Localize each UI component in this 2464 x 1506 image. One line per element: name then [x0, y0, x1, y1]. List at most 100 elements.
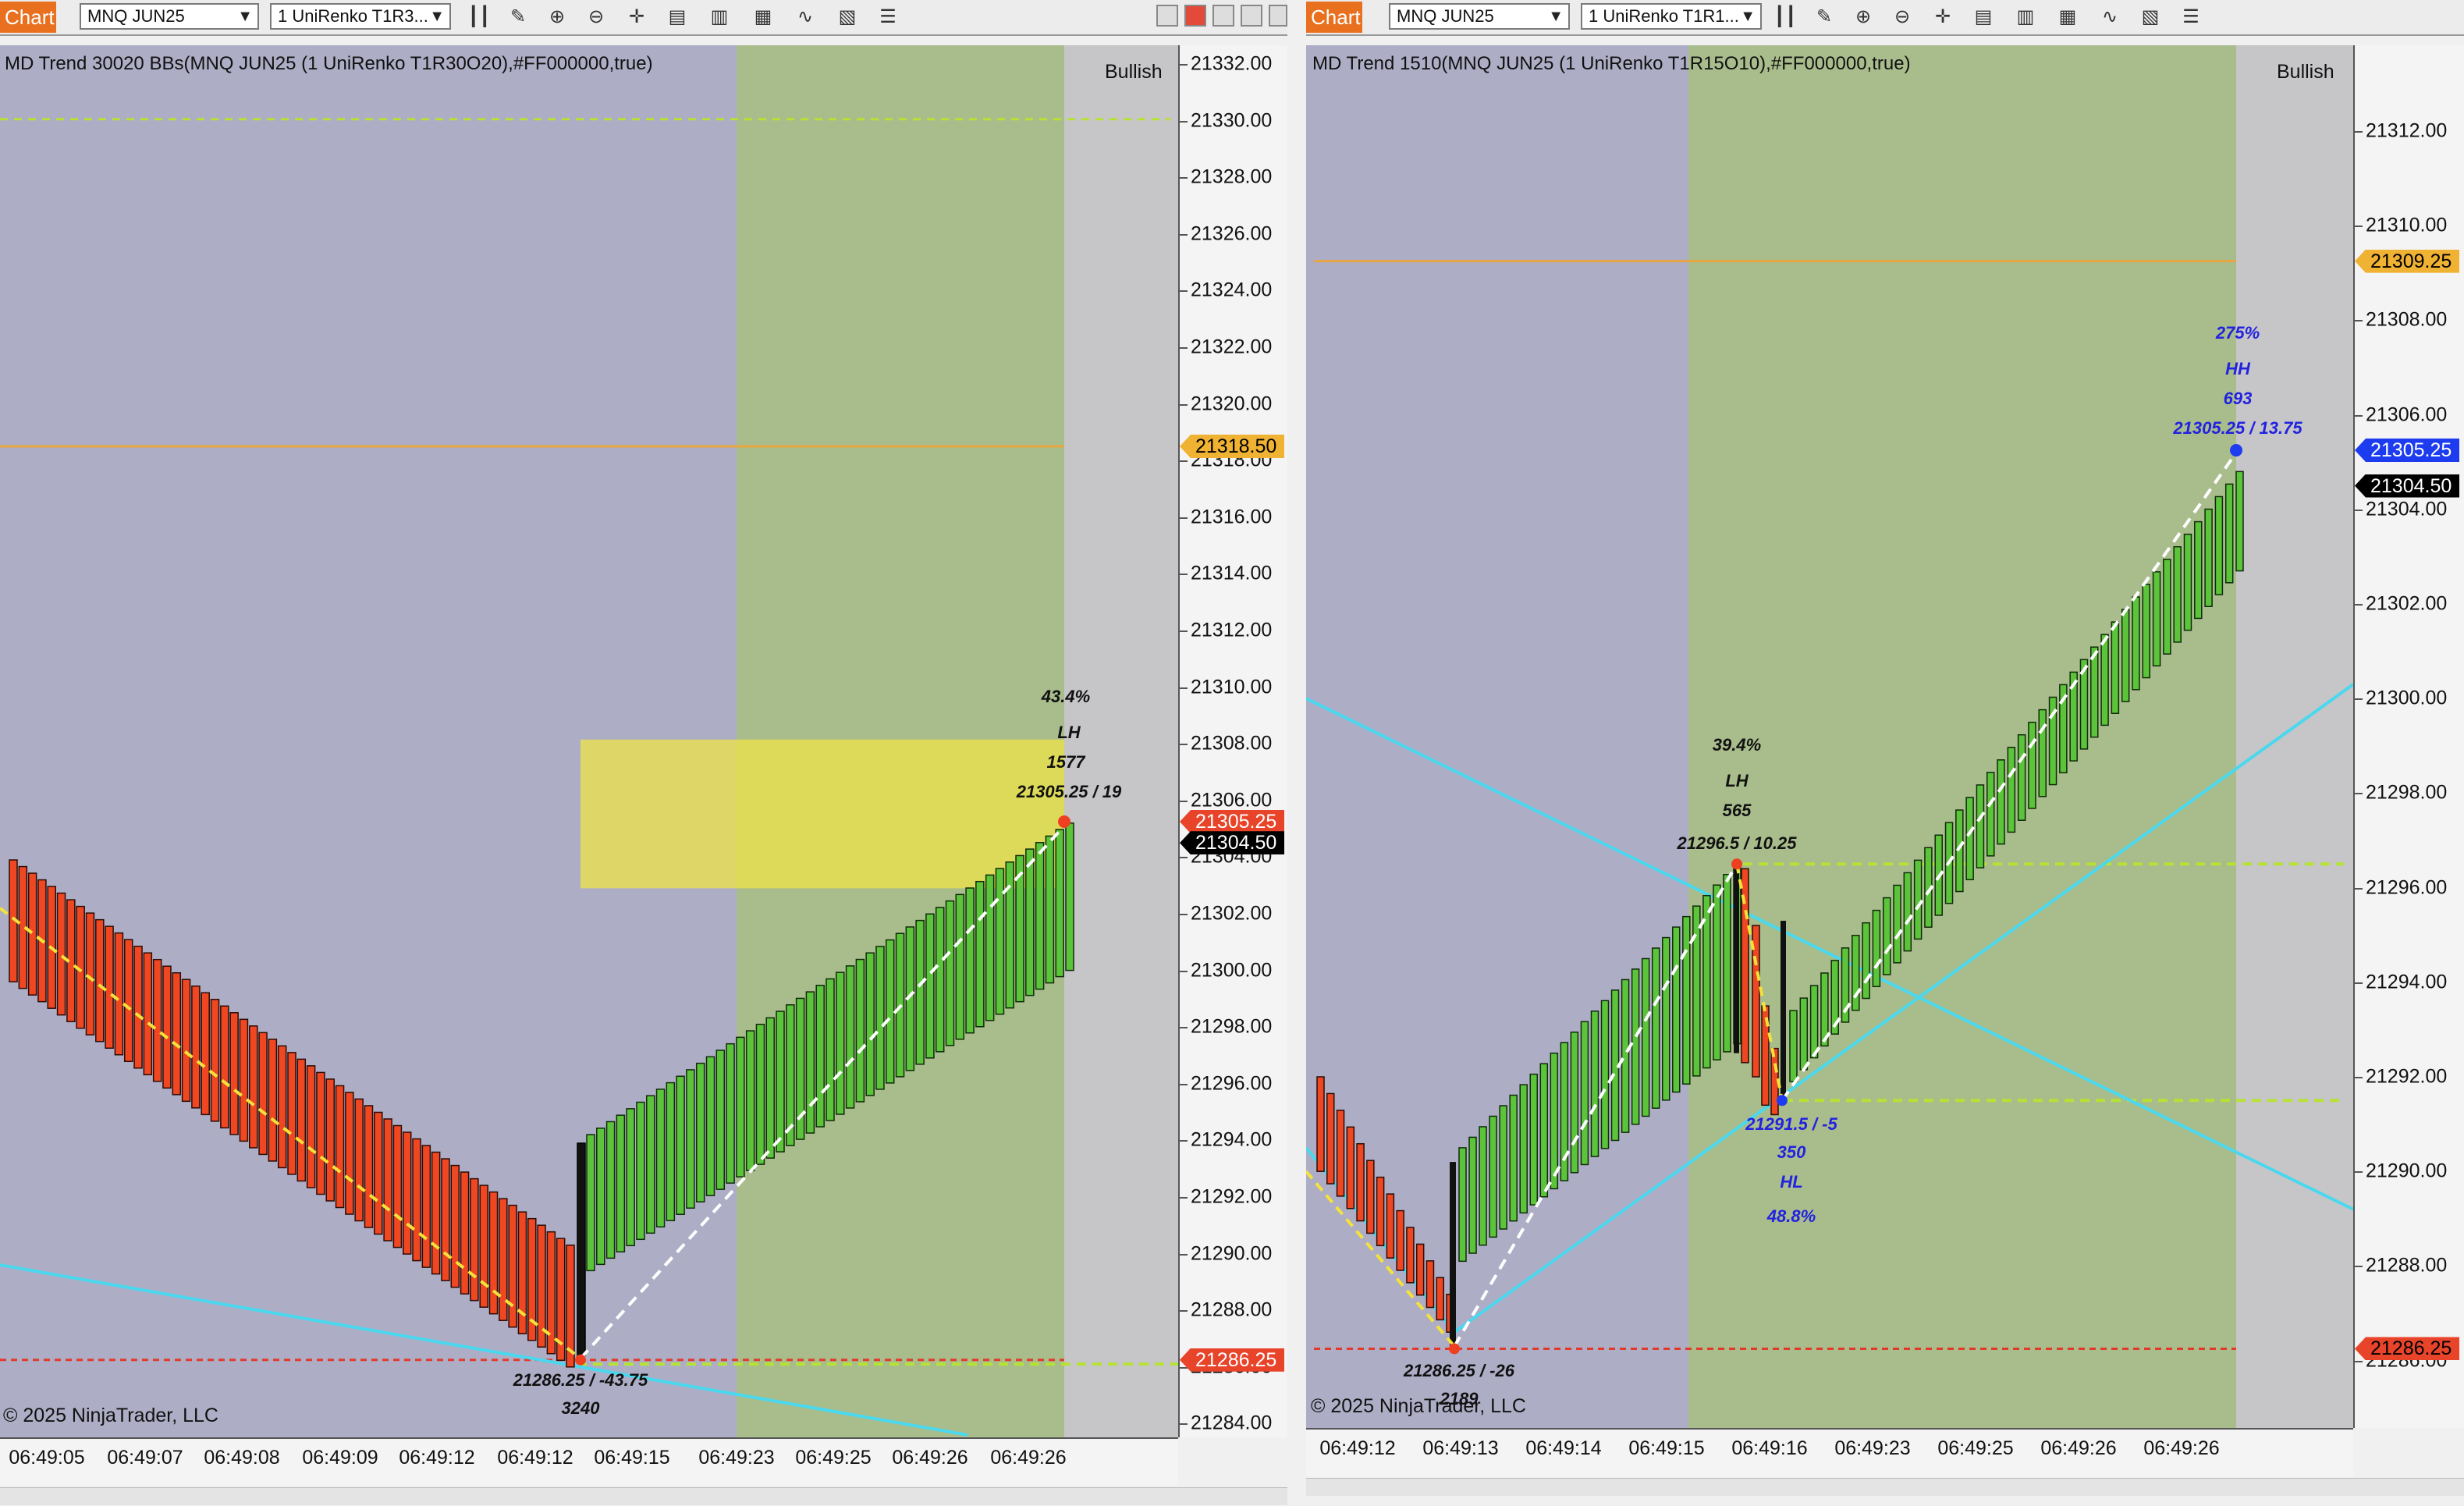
right-up-bar	[1529, 1073, 1539, 1206]
left-down-bar	[85, 912, 95, 1035]
left-tick-label: 21328.00	[1191, 165, 1273, 188]
indicators-icon[interactable]: ∿	[2101, 6, 2118, 27]
strategies-icon[interactable]: ▦	[754, 6, 772, 27]
left-up-bar	[1055, 829, 1064, 978]
left-up-bar	[626, 1108, 635, 1247]
right-lh-pct: 39.4%	[1712, 735, 1762, 755]
left-time-axis[interactable]: 06:49:05 06:49:07 06:49:08 06:49:09 06:49:12…	[0, 1437, 1178, 1486]
right-chart-toolbar: Chart MNQ JUN25 ▼ 1 UniRenko T1R1... ▼ ┃┃ …	[1306, 0, 2464, 36]
data-box-icon[interactable]: ▤	[668, 6, 687, 27]
left-price-axis[interactable]: 21332.00 21330.00 21328.00 21326.00 21324.00…	[1178, 45, 1287, 1437]
right-tick-mark	[2355, 793, 2363, 795]
right-chart-tab[interactable]: Chart	[1306, 2, 1362, 33]
left-down-bar	[105, 925, 114, 1049]
right-up-bar	[1499, 1105, 1507, 1230]
properties-icon[interactable]: ☰	[879, 6, 896, 27]
left-down-bar	[364, 1105, 374, 1228]
left-down-bar	[162, 965, 172, 1089]
right-up-bar	[1600, 1000, 1610, 1149]
right-hl-price: 21291.5 / -5	[1745, 1114, 1837, 1134]
right-swing-hl-dot	[1777, 1095, 1788, 1106]
pencil-icon[interactable]: ✎	[1816, 6, 1833, 27]
left-swing-high-type: LH	[1057, 723, 1081, 742]
zoom-in-icon[interactable]: ⊕	[1855, 6, 1872, 27]
zoom-out-icon[interactable]: ⊖	[588, 6, 605, 27]
right-hh-price: 21305.25 / 13.75	[2173, 418, 2302, 438]
maximize-button[interactable]	[1241, 5, 1262, 27]
right-hl-pct: 48.8%	[1766, 1206, 1816, 1226]
left-tick-mark	[1180, 233, 1188, 236]
left-chart-tab[interactable]: Chart	[0, 2, 56, 33]
left-bartype-select[interactable]: 1 UniRenko T1R3... ▼	[270, 3, 451, 30]
close-button[interactable]	[1269, 5, 1287, 27]
crosshair-icon[interactable]: ✛	[1934, 6, 1951, 27]
templates-icon[interactable]: ▧	[2141, 6, 2160, 27]
left-tick-mark	[1180, 177, 1188, 179]
right-up-bar	[2152, 571, 2161, 667]
crosshair-icon[interactable]: ✛	[628, 6, 645, 27]
right-bartype-select[interactable]: 1 UniRenko T1R1... ▼	[1581, 3, 1762, 30]
right-up-bar	[1841, 947, 1850, 1023]
left-down-bar	[354, 1098, 364, 1222]
right-price-axis[interactable]: 21312.00 21310.00 21308.00 21306.00 21304.00…	[2353, 45, 2464, 1428]
left-up-bar	[586, 1134, 595, 1272]
left-up-bar	[616, 1114, 626, 1253]
right-horizontal-scrollbar[interactable]	[1306, 1478, 2464, 1496]
left-up-bar	[995, 868, 1005, 1015]
left-up-bar	[836, 971, 845, 1115]
right-down-bar	[1415, 1243, 1425, 1296]
bar-style-icon[interactable]: ┃┃	[467, 6, 491, 27]
left-down-bar	[287, 1052, 296, 1175]
left-reversal-bar	[577, 1142, 586, 1357]
strategies-icon[interactable]: ▦	[2058, 6, 2077, 27]
left-up-bar	[1045, 835, 1055, 984]
left-tick-mark	[1180, 403, 1188, 406]
right-price-chart	[1306, 260, 2353, 1355]
chart-trader-icon[interactable]: ▥	[710, 6, 729, 27]
left-horizontal-scrollbar[interactable]	[0, 1487, 1287, 1505]
left-tick-label: 21322.00	[1191, 336, 1273, 358]
right-tick-label: 21302.00	[2366, 592, 2448, 615]
left-down-bar	[172, 971, 182, 1096]
left-up-bar	[1005, 861, 1014, 1009]
panel-divider[interactable]	[1287, 0, 1306, 1506]
properties-icon[interactable]: ☰	[2182, 6, 2199, 27]
left-down-bar	[421, 1145, 431, 1268]
right-up-bar	[2017, 733, 2026, 821]
left-chart-panel: Chart MNQ JUN25 ▼ 1 UniRenko T1R3... ▼ ┃┃ …	[0, 0, 1287, 1506]
left-plot-area[interactable]: MD Trend 30020 BBs(MNQ JUN25 (1 UniRenko…	[0, 45, 1178, 1437]
right-tick-mark	[2355, 982, 2363, 984]
left-tick-mark	[1180, 1253, 1188, 1256]
left-down-bar	[306, 1065, 316, 1188]
right-plot-area[interactable]: MD Trend 1510(MNQ JUN25 (1 UniRenko T1R1…	[1306, 45, 2353, 1428]
left-up-bar	[1015, 854, 1024, 1003]
left-down-bar	[325, 1078, 335, 1202]
zoom-in-icon[interactable]: ⊕	[549, 6, 566, 27]
left-up-bar	[686, 1069, 695, 1209]
right-down-swing-line	[1306, 1170, 1456, 1348]
right-time-label: 06:49:26	[2143, 1437, 2220, 1459]
left-instrument-select[interactable]: MNQ JUN25 ▼	[80, 3, 259, 30]
bar-style-icon[interactable]: ┃┃	[1773, 6, 1797, 27]
right-price-tag: 21304.50	[2355, 474, 2460, 498]
right-tick-mark	[2355, 414, 2363, 417]
left-tick-label: 21290.00	[1191, 1242, 1273, 1265]
right-time-axis[interactable]: 06:49:12 06:49:13 06:49:14 06:49:15 06:49:16…	[1306, 1428, 2353, 1476]
chevron-down-icon: ▼	[1740, 8, 1756, 25]
minimize-button[interactable]	[1212, 5, 1234, 27]
left-tick-mark	[1180, 1197, 1188, 1199]
left-down-bar	[229, 1012, 239, 1135]
right-up-bar	[2111, 621, 2120, 714]
window-grey-button[interactable]	[1156, 5, 1178, 27]
pencil-icon[interactable]: ✎	[509, 6, 527, 27]
chart-trader-icon[interactable]: ▥	[2016, 6, 2035, 27]
left-tick-label: 21312.00	[1191, 619, 1273, 641]
left-tick-mark	[1180, 914, 1188, 915]
right-instrument-select[interactable]: MNQ JUN25 ▼	[1389, 3, 1570, 30]
window-red-button[interactable]	[1184, 5, 1206, 27]
data-box-icon[interactable]: ▤	[1974, 6, 1993, 27]
zoom-out-icon[interactable]: ⊖	[1894, 6, 1911, 27]
indicators-icon[interactable]: ∿	[797, 6, 814, 27]
templates-icon[interactable]: ▧	[838, 6, 857, 27]
right-up-bar	[1672, 926, 1681, 1093]
